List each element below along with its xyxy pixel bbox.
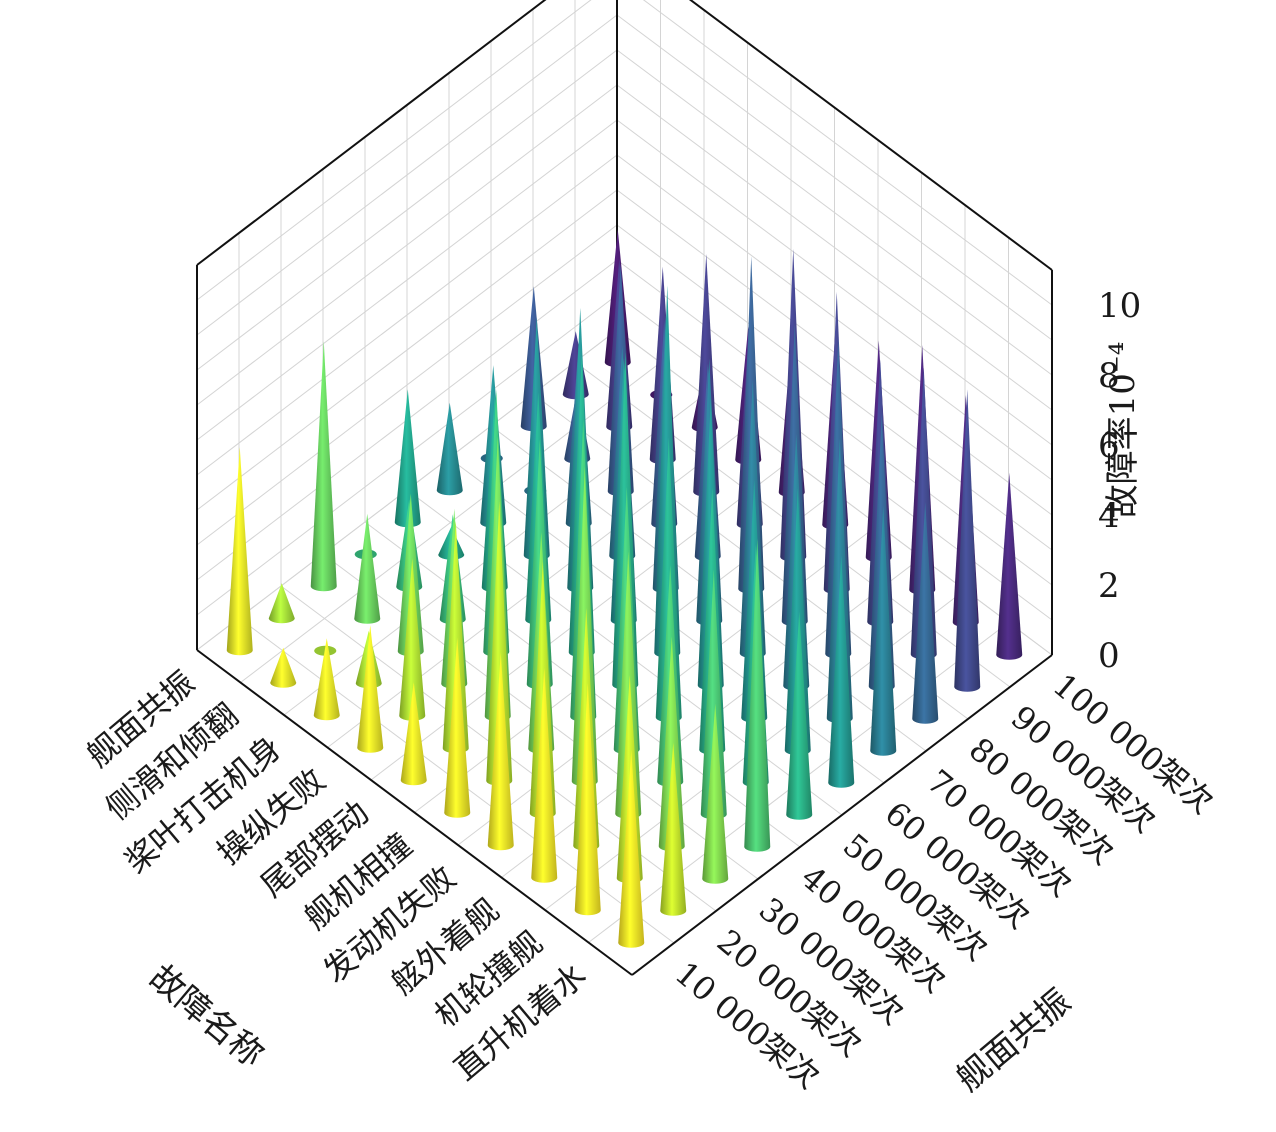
wall-gridline bbox=[196, 224, 618, 546]
cone bbox=[702, 703, 729, 884]
cone bbox=[357, 625, 384, 753]
cone bbox=[487, 652, 514, 851]
x-axis-line bbox=[196, 649, 633, 976]
cone bbox=[786, 611, 813, 820]
cone bbox=[436, 402, 463, 496]
cone bbox=[354, 513, 381, 624]
cone bbox=[744, 538, 771, 852]
cones bbox=[226, 229, 1023, 948]
cone bbox=[954, 389, 981, 692]
cone bbox=[394, 389, 421, 528]
cone bbox=[226, 447, 253, 656]
wall-gridline bbox=[196, 49, 618, 371]
cone bbox=[270, 647, 297, 688]
cone bbox=[784, 487, 811, 756]
wall-gridline bbox=[616, 49, 1053, 376]
cone bbox=[870, 505, 897, 756]
z-tick-label: 8 bbox=[1098, 356, 1120, 396]
y-axis-title: 舰面共振 bbox=[949, 981, 1079, 1099]
cone bbox=[658, 636, 685, 852]
cone bbox=[574, 682, 601, 916]
cone bbox=[400, 682, 427, 786]
wall-gridline bbox=[196, 154, 618, 476]
cone bbox=[313, 638, 340, 721]
z-tick-label: 0 bbox=[1098, 636, 1120, 676]
wall-gridline bbox=[616, 84, 1053, 411]
cone bbox=[442, 520, 469, 754]
cone bbox=[486, 500, 513, 786]
cone bbox=[268, 583, 295, 624]
wall-gridline bbox=[196, 84, 618, 406]
cone bbox=[912, 501, 939, 724]
cone bbox=[531, 667, 558, 883]
wall-gridline bbox=[616, 14, 1053, 341]
wall-gridline bbox=[616, 119, 1053, 446]
wall-gridline bbox=[196, 189, 618, 511]
z-axis-title: 故障率10⁻⁴ bbox=[1103, 342, 1143, 519]
cone bbox=[700, 569, 727, 820]
cone bbox=[828, 555, 855, 788]
top-right-edge bbox=[688, 0, 1053, 271]
cone bbox=[615, 551, 642, 819]
wall-gridline bbox=[196, 14, 618, 336]
cone bbox=[399, 558, 426, 721]
cone bbox=[397, 493, 424, 657]
cone bbox=[996, 472, 1023, 660]
x-axis-title: 故障名称 bbox=[141, 957, 271, 1075]
cone bbox=[310, 341, 337, 592]
y-axis-line bbox=[631, 654, 1053, 976]
wall-gridline bbox=[196, 0, 592, 301]
wall-gridline bbox=[616, 154, 1053, 481]
wall-gridline bbox=[642, 0, 1053, 306]
cone bbox=[618, 750, 645, 948]
cone bbox=[660, 742, 687, 916]
top-left-edge bbox=[196, 0, 547, 266]
z-tick-label: 10 bbox=[1098, 286, 1141, 326]
z-tick-label: 2 bbox=[1098, 566, 1120, 606]
wall-gridline bbox=[196, 119, 618, 441]
z-tick-label: 6 bbox=[1098, 426, 1120, 466]
z-tick-label: 4 bbox=[1098, 496, 1120, 536]
cone bbox=[444, 637, 471, 818]
